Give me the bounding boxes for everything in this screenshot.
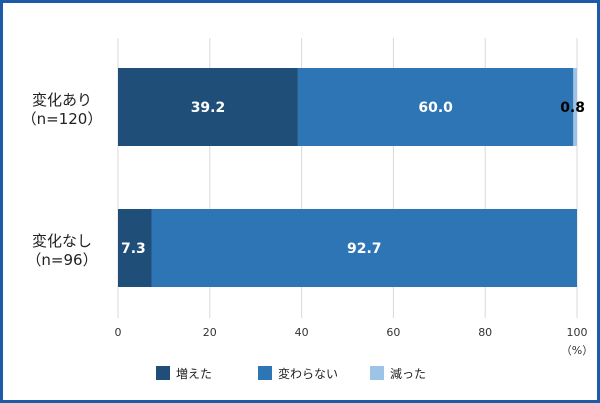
data-label: 7.3 [121, 241, 146, 257]
x-tick-label: 100 [567, 326, 588, 339]
category-label: （n=120） [22, 110, 103, 128]
legend-label: 減った [390, 366, 426, 381]
bar-segment [118, 209, 152, 287]
bar-segment [297, 68, 574, 146]
x-tick-label: 40 [295, 326, 309, 339]
x-tick-label: 80 [478, 326, 492, 339]
legend-swatch [156, 366, 170, 380]
data-label: 0.8 [560, 100, 585, 116]
x-tick-label: 0 [115, 326, 122, 339]
unit-label: （%） [561, 344, 593, 357]
category-label: （n=96） [26, 251, 97, 269]
data-label: 39.2 [191, 100, 226, 116]
bar-segment [118, 68, 298, 146]
legend-swatch [258, 366, 272, 380]
x-tick-label: 60 [386, 326, 400, 339]
data-label: 92.7 [347, 241, 382, 257]
x-tick-label: 20 [203, 326, 217, 339]
category-label: 変化あり [32, 91, 92, 109]
bar-segment [151, 209, 577, 287]
bar-segment [573, 68, 577, 146]
category-label: 変化なし [32, 232, 92, 250]
data-label: 60.0 [418, 100, 453, 116]
legend-label: 変わらない [278, 366, 338, 381]
legend-swatch [370, 366, 384, 380]
legend-label: 増えた [176, 367, 212, 381]
